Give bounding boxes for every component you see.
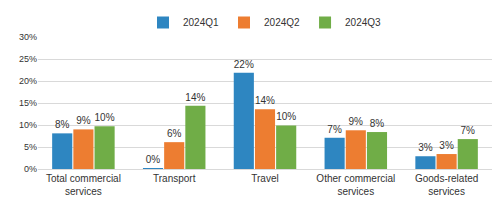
svg-text:15%: 15% bbox=[19, 98, 37, 108]
svg-text:3%: 3% bbox=[418, 142, 433, 153]
svg-text:2024Q3: 2024Q3 bbox=[345, 17, 381, 28]
svg-text:6%: 6% bbox=[167, 128, 182, 139]
svg-text:10%: 10% bbox=[95, 112, 115, 123]
svg-text:7%: 7% bbox=[461, 125, 476, 136]
svg-text:30%: 30% bbox=[19, 32, 37, 42]
svg-text:2024Q1: 2024Q1 bbox=[183, 17, 219, 28]
svg-text:8%: 8% bbox=[370, 118, 385, 129]
svg-text:10%: 10% bbox=[276, 111, 296, 122]
svg-text:8%: 8% bbox=[55, 119, 70, 130]
svg-text:3%: 3% bbox=[439, 140, 454, 151]
svg-text:9%: 9% bbox=[349, 116, 364, 127]
svg-text:22%: 22% bbox=[234, 59, 254, 70]
svg-text:0%: 0% bbox=[146, 154, 161, 165]
svg-text:0%: 0% bbox=[24, 164, 37, 174]
svg-text:7%: 7% bbox=[327, 124, 342, 135]
svg-text:Goods-relatedservices: Goods-relatedservices bbox=[415, 173, 478, 197]
svg-text:Total commercialservices: Total commercialservices bbox=[46, 173, 121, 197]
svg-text:25%: 25% bbox=[19, 54, 37, 64]
svg-text:14%: 14% bbox=[185, 92, 205, 103]
svg-text:10%: 10% bbox=[19, 120, 37, 130]
svg-text:9%: 9% bbox=[76, 115, 91, 126]
svg-text:20%: 20% bbox=[19, 76, 37, 86]
svg-text:14%: 14% bbox=[255, 95, 275, 106]
svg-text:5%: 5% bbox=[24, 142, 37, 152]
svg-text:2024Q2: 2024Q2 bbox=[264, 17, 300, 28]
svg-text:Transport: Transport bbox=[153, 173, 196, 184]
svg-text:Other commercialservices: Other commercialservices bbox=[316, 173, 395, 197]
svg-text:Travel: Travel bbox=[251, 173, 278, 184]
